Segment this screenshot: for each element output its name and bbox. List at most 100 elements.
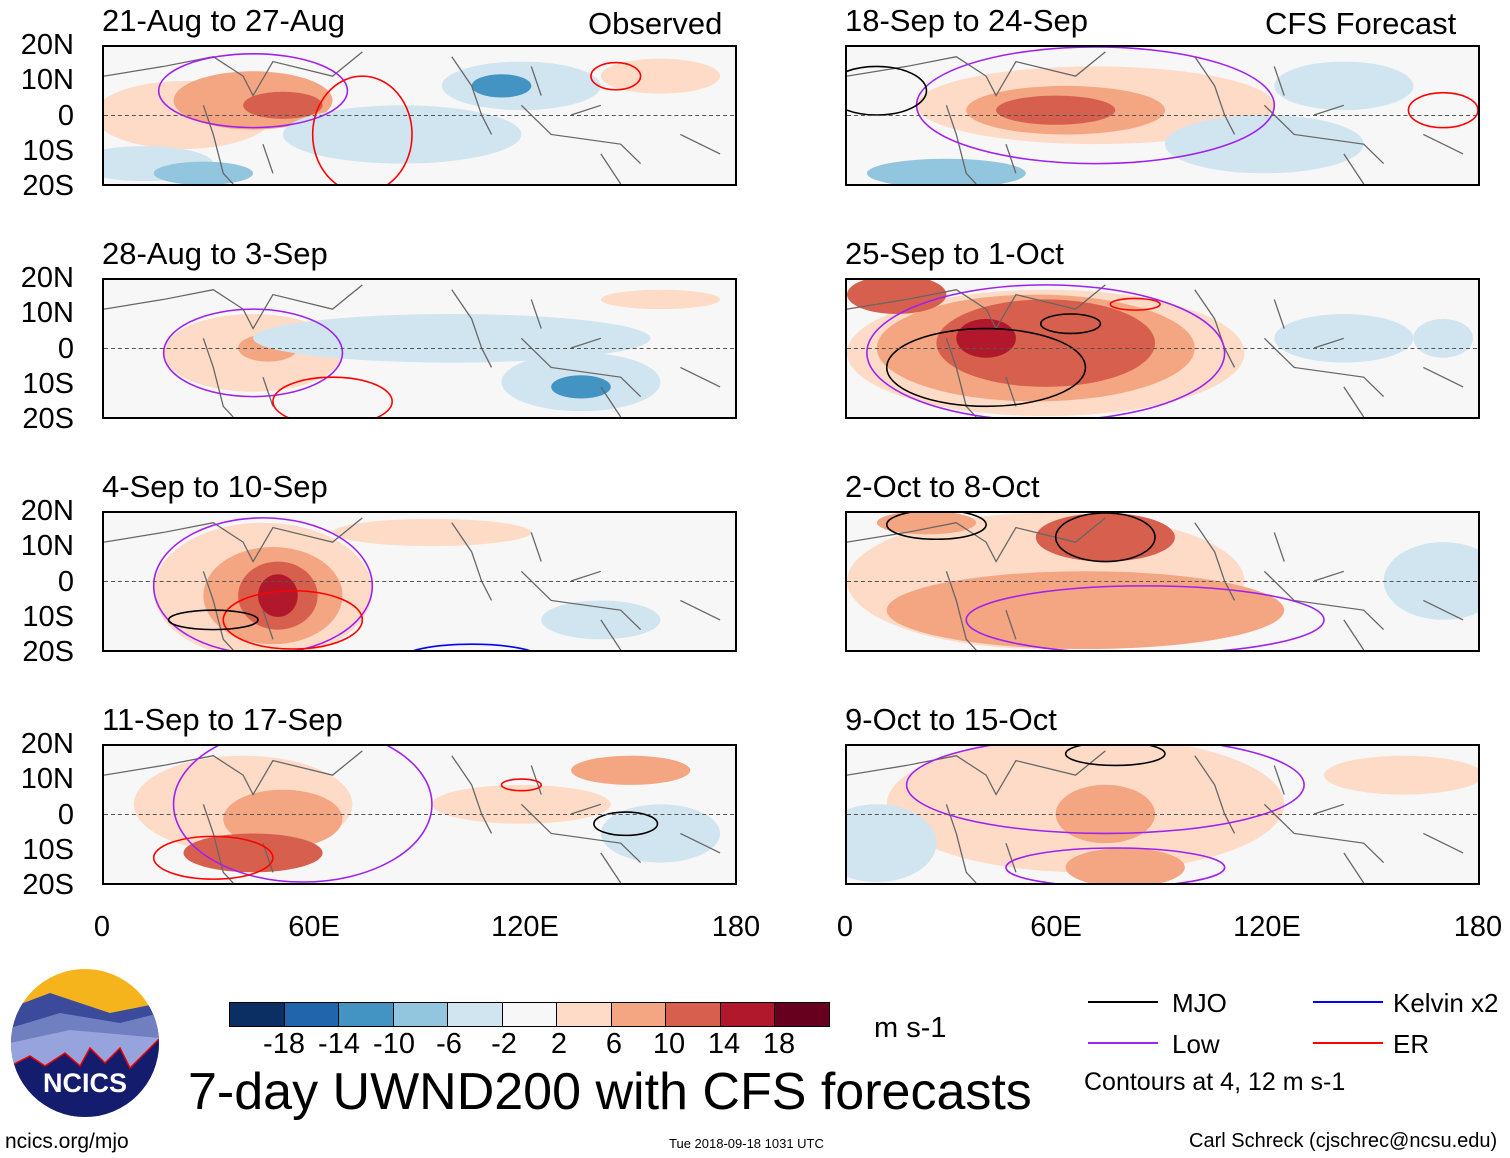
site-url[interactable]: ncics.org/mjo <box>5 1130 129 1153</box>
y-tick: 10S <box>22 134 74 167</box>
panel-title-observed-0: 21-Aug to 27-Aug <box>102 3 346 38</box>
anomaly-shading <box>866 158 1026 184</box>
contour-line <box>162 308 344 398</box>
figure-title: 7-day UWND200 with CFS forecasts <box>188 1063 1032 1121</box>
contour-line <box>311 75 413 184</box>
coastlines <box>104 284 721 417</box>
panel-title-forecast-2: 2-Oct to 8-Oct <box>845 469 1040 504</box>
colorbar-swatch <box>611 1003 666 1026</box>
y-tick: 20S <box>22 403 74 435</box>
anomaly-shading <box>886 571 1285 650</box>
x-tick-left-120e: 120E <box>491 911 559 943</box>
contour-line <box>157 53 349 129</box>
forecast-label: CFS Forecast <box>1265 6 1457 41</box>
colorbar-label: -10 <box>373 1028 415 1060</box>
anomaly-shading <box>876 513 977 535</box>
anomaly-shading <box>243 91 323 119</box>
map-panel-forecast-1 <box>845 278 1480 419</box>
map-panel-observed-2 <box>102 511 737 652</box>
anomaly-shading <box>253 314 651 363</box>
panel-title-observed-2: 4-Sep to 10-Sep <box>102 469 328 504</box>
timestamp: Tue 2018-09-18 1031 UTC <box>669 1136 824 1151</box>
anomaly-shading <box>1274 61 1414 111</box>
colorbar-swatch <box>666 1003 721 1026</box>
panel-title-observed-3: 11-Sep to 17-Sep <box>102 702 343 737</box>
contour-line <box>885 327 1087 408</box>
y-tick: 10N <box>20 64 74 97</box>
colorbar-swatch <box>284 1003 339 1026</box>
contour-line <box>1054 513 1156 563</box>
colorbar-label: 6 <box>605 1028 623 1060</box>
contour-line <box>222 589 364 650</box>
ncics-logo: NCICS <box>10 968 160 1118</box>
colorbar-label: -2 <box>491 1028 517 1060</box>
y-tick: 20S <box>22 636 74 668</box>
contour-line <box>152 835 274 880</box>
y-tick: 20N <box>20 495 74 527</box>
anomaly-shading <box>551 375 611 399</box>
map-panel-observed-3 <box>102 744 737 885</box>
x-tick-right-60e: 60E <box>1030 911 1082 943</box>
colorbar <box>229 1002 830 1027</box>
coastlines <box>847 517 1464 650</box>
coastlines <box>104 750 721 883</box>
anomaly-shading <box>956 318 1016 358</box>
colorbar-label: 10 <box>652 1028 686 1060</box>
colorbar-label: 2 <box>550 1028 568 1060</box>
contour-line <box>272 376 393 417</box>
anomaly-shading <box>600 58 721 94</box>
colorbar-label: -14 <box>318 1028 360 1060</box>
contour-line <box>172 746 433 883</box>
coastlines <box>847 51 1464 184</box>
x-tick-left-60e: 60E <box>288 911 340 943</box>
anomaly-shading <box>332 518 532 547</box>
logo-text: NCICS <box>43 1068 127 1098</box>
anomaly-shading <box>183 833 323 873</box>
legend-mjo-line <box>1088 1001 1158 1003</box>
anomaly-shading <box>1055 784 1156 844</box>
contour-line <box>1064 746 1166 767</box>
y-tick: 20N <box>20 262 74 294</box>
anomaly-shading <box>1065 848 1185 883</box>
map-panel-observed-0 <box>102 45 737 186</box>
y-tick: 10S <box>22 600 74 633</box>
colorbar-swatch <box>502 1003 557 1026</box>
y-tick: 0 <box>57 99 74 132</box>
legend-low-line <box>1088 1042 1158 1044</box>
y-tick: 10N <box>20 530 74 563</box>
anomaly-shading <box>471 74 532 98</box>
contour-line <box>413 643 531 650</box>
colorbar-label: -18 <box>263 1028 305 1060</box>
contour-note: Contours at 4, 12 m s-1 <box>1084 1068 1346 1096</box>
y-tick: 0 <box>57 565 74 598</box>
anomaly-shading <box>1324 755 1478 795</box>
contour-line <box>1039 313 1102 335</box>
anomaly-shading <box>571 755 691 785</box>
colorbar-label: 14 <box>707 1028 741 1060</box>
credit: Carl Schreck (cjschrec@ncsu.edu) <box>1189 1130 1498 1152</box>
legend-kelvin-line <box>1313 1001 1383 1003</box>
y-tick: 20N <box>20 728 74 760</box>
anomaly-shading <box>258 574 298 617</box>
legend-mjo-label: MJO <box>1172 988 1227 1018</box>
panel-title-forecast-0: 18-Sep to 24-Sep <box>845 3 1089 38</box>
map-panel-forecast-3 <box>845 744 1480 885</box>
map-panel-observed-1 <box>102 278 737 419</box>
anomaly-shading <box>996 95 1116 125</box>
y-tick: 20S <box>22 170 74 202</box>
panel-title-forecast-1: 25-Sep to 1-Oct <box>845 236 1064 271</box>
coastlines <box>847 284 1464 417</box>
contour-line <box>1407 91 1478 129</box>
coastlines <box>104 51 721 184</box>
contour-line <box>866 284 1226 417</box>
x-tick-right-0: 0 <box>836 911 854 943</box>
colorbar-label: -6 <box>436 1028 462 1060</box>
anomaly-shading <box>1274 314 1414 363</box>
y-tick: 10N <box>20 763 74 796</box>
y-tick: 10S <box>22 367 74 400</box>
anomaly-shading <box>1383 542 1478 620</box>
legend-er-label: ER <box>1393 1029 1430 1059</box>
coastlines <box>847 750 1464 883</box>
anomaly-shading <box>847 804 937 883</box>
anomaly-shading <box>1164 115 1364 174</box>
